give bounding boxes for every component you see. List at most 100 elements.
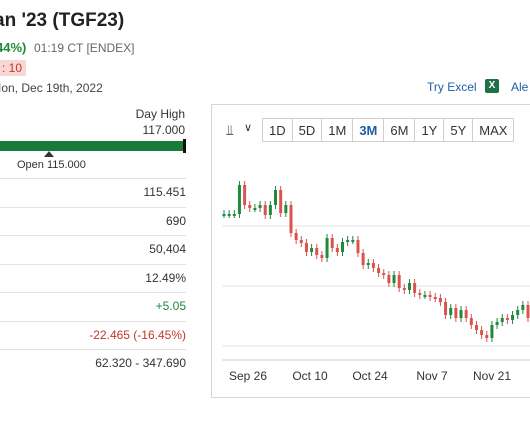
range-selector: 1D 5D 1M 3M 6M 1Y 5Y MAX [262, 118, 515, 142]
candle-body [454, 308, 458, 318]
range-button-5y[interactable]: 5Y [443, 118, 474, 142]
candle-body [268, 205, 272, 215]
stat-value: 50,404 [149, 242, 186, 256]
x-axis-label: Oct 10 [292, 369, 328, 383]
excel-icon[interactable]: X [485, 79, 499, 93]
open-price-label: Open 115.000 [17, 159, 86, 171]
candle-body [505, 318, 509, 320]
candle-body [258, 205, 262, 208]
chart-type-icon[interactable]: ⫫ [226, 122, 234, 138]
stat-value: 62.320 - 347.690 [95, 356, 186, 370]
candle-body [294, 233, 298, 240]
candle-body [361, 253, 365, 265]
page-title: an '23 (TGF23) [0, 10, 125, 31]
stat-row: -22.465 (-16.45%) [0, 321, 186, 350]
candle-body [449, 308, 453, 315]
candle-body [495, 322, 499, 325]
candle-body [356, 240, 360, 253]
candle-body [299, 240, 303, 243]
stat-row: 50,404 [0, 235, 186, 264]
candle-body [320, 255, 324, 258]
candle-body [526, 305, 530, 318]
x-axis-label: Sep 26 [229, 369, 267, 383]
candle-body [500, 318, 504, 322]
chevron-down-icon[interactable]: ∨ [244, 122, 253, 134]
stat-value: 690 [165, 214, 186, 228]
candle-body [325, 238, 329, 258]
stat-value: -22.465 (-16.45%) [89, 328, 186, 342]
stat-value: +5.05 [155, 299, 186, 313]
candle-body [346, 240, 350, 242]
candle-body [402, 288, 406, 290]
x-axis-label: Nov 21 [473, 369, 511, 383]
candle-body [232, 214, 236, 216]
candle-body [516, 310, 520, 315]
candle-body [351, 240, 355, 242]
candle-body [413, 283, 417, 293]
candle-body [438, 298, 442, 302]
stat-row: 62.320 - 347.690 [0, 349, 186, 378]
candle-body [397, 275, 401, 288]
candle-body [330, 238, 334, 248]
candle-body [480, 330, 484, 335]
candle-body [459, 310, 463, 318]
day-high-label: Day High [135, 107, 185, 121]
alert-badge: : 10 [0, 60, 27, 76]
candle-body [428, 295, 432, 297]
quote-date: Ion, Dec 19th, 2022 [0, 81, 103, 95]
try-excel-link[interactable]: Try Excel [427, 80, 477, 94]
candle-body [227, 214, 231, 216]
stat-value: 12.49% [145, 271, 186, 285]
candle-body [335, 248, 339, 252]
range-button-1d[interactable]: 1D [262, 118, 293, 142]
candle-body [521, 305, 525, 310]
candle-body [387, 275, 391, 283]
candle-body [341, 242, 345, 252]
day-range-bar [0, 141, 186, 151]
day-range-cap [183, 139, 186, 153]
candle-body [279, 190, 283, 213]
candle-body [490, 325, 494, 338]
alerts-link[interactable]: Ale [511, 80, 529, 94]
open-marker-icon [44, 151, 54, 157]
range-button-5d[interactable]: 5D [291, 118, 323, 142]
price-chart[interactable]: Sep 26 Oct 10 Oct 24 Nov 7 Nov 21 [212, 150, 530, 396]
range-button-1m[interactable]: 1M [321, 118, 354, 142]
candle-body [423, 295, 427, 297]
candle-body [418, 293, 422, 295]
chart-panel [211, 104, 530, 398]
candle-body [248, 205, 252, 208]
range-button-1y[interactable]: 1Y [414, 118, 445, 142]
candle-body [243, 185, 247, 205]
candle-body [392, 275, 396, 283]
candle-body [485, 335, 489, 338]
x-axis-label: Oct 24 [352, 369, 388, 383]
candle-body [315, 248, 319, 255]
x-axis-label: Nov 7 [416, 369, 448, 383]
quote-time: 01:19 CT [ENDEX] [34, 41, 135, 55]
candle-body [366, 263, 370, 265]
candle-body [371, 263, 375, 268]
stat-value: 115.451 [143, 185, 187, 199]
range-button-6m[interactable]: 6M [383, 118, 416, 142]
price-change-percent: 44%) [0, 40, 27, 55]
stat-row: +5.05 [0, 292, 186, 321]
candle-body [433, 297, 437, 299]
range-button-max[interactable]: MAX [472, 118, 515, 142]
range-button-3m[interactable]: 3M [352, 118, 385, 142]
candle-body [310, 248, 314, 252]
candle-body [284, 205, 288, 213]
candle-body [263, 205, 267, 215]
stat-row: 690 [0, 207, 186, 236]
candle-body [274, 190, 278, 205]
candle-body [304, 243, 308, 252]
candle-body [222, 214, 226, 216]
candle-body [474, 325, 478, 330]
stat-row: 115.451 [0, 178, 186, 207]
stat-row: 12.49% [0, 264, 186, 293]
candle-body [253, 208, 257, 210]
candle-body [511, 315, 515, 320]
candle-body [469, 318, 473, 325]
day-high-value: 117.000 [142, 123, 186, 137]
candle-body [237, 185, 241, 214]
